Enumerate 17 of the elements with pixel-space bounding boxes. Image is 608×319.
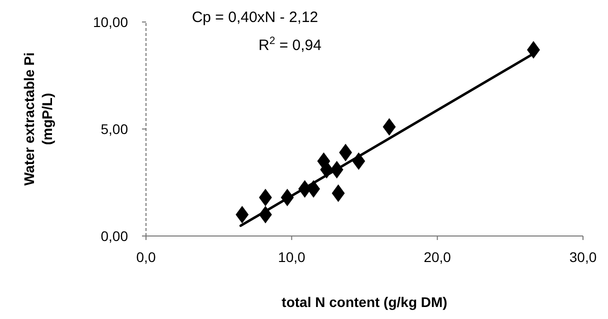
x-axis-title: total N content (g/kg DM) <box>282 294 448 310</box>
x-tick-label: 30,0 <box>569 249 597 265</box>
point <box>526 41 540 59</box>
y-tick-label: 10,00 <box>92 14 128 30</box>
y-tick-label: 5,00 <box>100 120 128 137</box>
point <box>258 188 272 206</box>
x-tick-label: 20,0 <box>424 249 452 265</box>
x-tick-label: 0,0 <box>136 249 156 265</box>
y-axis-title: Water extractable Pi (mgP/L) <box>21 52 56 186</box>
point <box>339 144 352 162</box>
point <box>332 184 345 202</box>
annotation: Cp = 0,40xN - 2,12 <box>192 9 318 26</box>
x-tick-label: 10,0 <box>278 249 306 265</box>
point <box>236 206 249 224</box>
point <box>382 118 396 136</box>
y-tick-label: 0,00 <box>100 228 128 244</box>
annotation: R$^{2}$ = 0,94 <box>258 35 322 54</box>
